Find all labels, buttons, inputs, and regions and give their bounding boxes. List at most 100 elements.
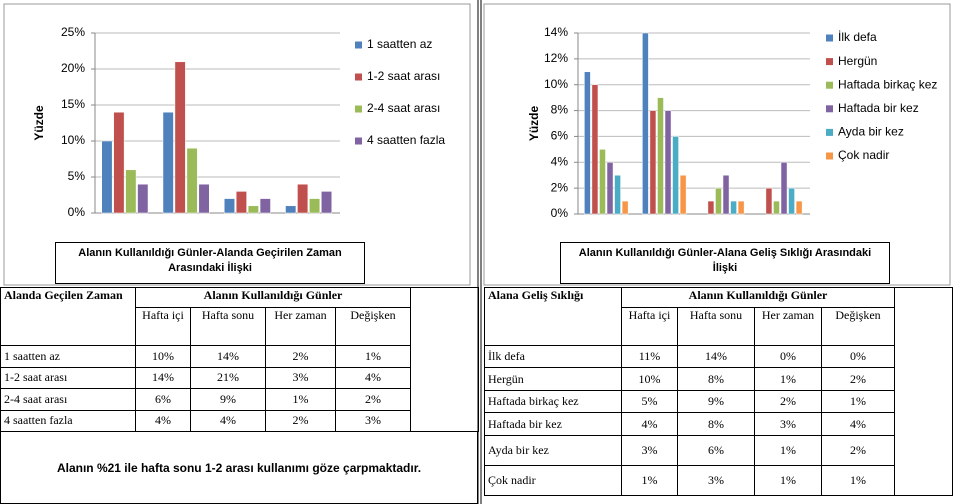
cell: 3% bbox=[621, 435, 678, 466]
bar bbox=[649, 110, 657, 215]
cell: 1% bbox=[754, 435, 822, 466]
bar bbox=[722, 174, 730, 215]
legend-swatch bbox=[355, 137, 362, 145]
y-tick-label: 10% bbox=[61, 133, 85, 147]
row-label: Haftada bir kez bbox=[484, 412, 622, 436]
row-label: 1-2 saat arası bbox=[0, 366, 136, 389]
legend-label: 2-4 saat arası bbox=[367, 101, 440, 115]
group-header: Alanın Kullanıldığı Günler bbox=[134, 287, 412, 308]
bar bbox=[737, 200, 745, 215]
y-tick-label: 20% bbox=[61, 61, 85, 75]
column-header: Hafta sonu bbox=[677, 307, 755, 346]
bar bbox=[259, 198, 271, 214]
bar bbox=[707, 200, 715, 215]
y-tick-label: 15% bbox=[61, 97, 85, 111]
legend-label: Çok nadir bbox=[838, 148, 889, 162]
legend-label: 4 saatten fazla bbox=[367, 133, 445, 147]
row-label: 2-4 saat arası bbox=[0, 388, 136, 411]
bar bbox=[174, 61, 186, 214]
cell: 2% bbox=[754, 390, 822, 413]
data-row: Çok nadir 1% 3% 1% 1% bbox=[484, 465, 953, 496]
y-tick-label: 10% bbox=[544, 77, 568, 91]
cell: 2% bbox=[820, 367, 896, 391]
cell: 9% bbox=[190, 388, 266, 411]
chart-title: Alanın Kullanıldığı Günler-Alanda Geçiri… bbox=[55, 242, 365, 284]
legend-label: 1 saatten az bbox=[367, 37, 432, 51]
bar bbox=[223, 198, 235, 214]
bar bbox=[642, 32, 649, 215]
cell: 3% bbox=[265, 366, 336, 389]
cell: 14% bbox=[677, 345, 755, 368]
bar bbox=[584, 71, 591, 215]
bar bbox=[606, 162, 614, 215]
cell: 2% bbox=[334, 388, 412, 411]
column-header: Her zaman bbox=[265, 307, 336, 346]
bar bbox=[599, 149, 606, 215]
y-tick-label: 5% bbox=[68, 169, 86, 183]
bar bbox=[297, 183, 309, 214]
column-header: Hafta içi bbox=[135, 307, 191, 346]
empty-cell bbox=[410, 287, 480, 432]
cell: 3% bbox=[677, 465, 755, 496]
column-header: Hafta sonu bbox=[190, 307, 266, 346]
bar bbox=[101, 140, 113, 214]
cell: 2% bbox=[265, 345, 336, 368]
column-header: Değişken bbox=[334, 307, 412, 346]
legend-label: Haftada bir kez bbox=[838, 101, 919, 115]
data-row: Ayda bir kez 3% 6% 1% 2% bbox=[484, 435, 953, 466]
legend-swatch bbox=[355, 41, 362, 49]
bar bbox=[591, 84, 599, 215]
legend-swatch bbox=[826, 105, 833, 113]
empty-cell bbox=[894, 287, 954, 496]
legend-swatch bbox=[355, 73, 362, 81]
data-row: 4 saatten fazla 4% 4% 2% 3% bbox=[0, 409, 479, 432]
chart-frame bbox=[483, 3, 951, 286]
cell: 14% bbox=[190, 345, 266, 368]
bar bbox=[773, 200, 780, 215]
row-header: Alana Geliş Sıklığı bbox=[484, 287, 622, 346]
chart-title: Alanın Kullanıldığı Günler-Alana Geliş S… bbox=[560, 242, 890, 284]
note: Alanın %21 ile hafta sonu 1-2 arası kull… bbox=[0, 431, 478, 504]
y-tick-label: 6% bbox=[551, 129, 569, 143]
bar bbox=[137, 183, 149, 214]
bar bbox=[679, 174, 687, 215]
y-tick-label: 2% bbox=[551, 180, 569, 194]
cell: 3% bbox=[754, 412, 822, 436]
cell: 2% bbox=[265, 409, 336, 432]
cell: 4% bbox=[334, 366, 412, 389]
row-label: 4 saatten fazla bbox=[0, 409, 136, 432]
cell: 1% bbox=[754, 367, 822, 391]
bar bbox=[125, 169, 137, 214]
data-row: İlk defa 11% 14% 0% 0% bbox=[484, 345, 953, 368]
row-label: İlk defa bbox=[484, 345, 622, 368]
legend-swatch bbox=[826, 58, 833, 66]
y-tick-label: 0% bbox=[551, 206, 569, 220]
cell: 10% bbox=[135, 345, 191, 368]
y-tick-label: 14% bbox=[544, 25, 568, 39]
row-label: 1 saatten az bbox=[0, 345, 136, 368]
y-axis-label: Yüzde bbox=[527, 106, 541, 142]
y-tick-label: 0% bbox=[68, 205, 86, 219]
header-row: Hafta içi Hafta sonu Her zaman Değişken bbox=[1, 307, 479, 346]
cell: 6% bbox=[677, 435, 755, 466]
data-row: 1 saatten az 10% 14% 2% 1% bbox=[0, 345, 479, 368]
column-header: Hafta içi bbox=[621, 307, 678, 346]
legend-label: 1-2 saat arası bbox=[367, 69, 440, 83]
bar bbox=[309, 198, 321, 214]
bar bbox=[186, 147, 198, 214]
cell: 0% bbox=[820, 345, 896, 368]
legend-swatch bbox=[826, 152, 833, 160]
cell: 4% bbox=[190, 409, 266, 432]
cell: 1% bbox=[621, 465, 678, 496]
row-label: Haftada birkaç kez bbox=[484, 390, 622, 413]
header-row: Alana Geliş Sıklığı Alanın Kullanıldığı G… bbox=[484, 287, 954, 496]
legend-label: Hergün bbox=[838, 54, 877, 68]
data-row: 2-4 saat arası 6% 9% 1% 2% bbox=[0, 388, 479, 411]
cell: 8% bbox=[677, 412, 755, 436]
row-header: Alanda Geçilen Zaman bbox=[0, 287, 136, 346]
legend-swatch bbox=[826, 34, 833, 42]
cell: 1% bbox=[265, 388, 336, 411]
bar bbox=[657, 97, 664, 215]
cell: 4% bbox=[135, 409, 191, 432]
